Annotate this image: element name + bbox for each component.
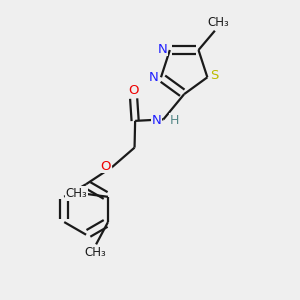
Text: CH₃: CH₃ xyxy=(85,246,106,259)
Text: CH₃: CH₃ xyxy=(65,187,87,200)
Text: S: S xyxy=(211,69,219,82)
Text: O: O xyxy=(100,160,111,172)
Text: H: H xyxy=(170,114,179,127)
Text: N: N xyxy=(158,43,167,56)
Text: CH₃: CH₃ xyxy=(207,16,229,29)
Text: N: N xyxy=(149,71,158,84)
Text: N: N xyxy=(152,114,162,127)
Text: O: O xyxy=(128,84,139,97)
